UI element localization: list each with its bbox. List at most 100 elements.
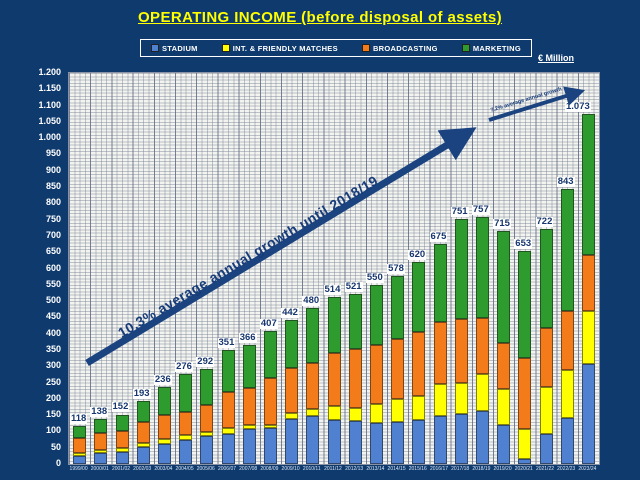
- bar-segment-broadcasting: [369, 345, 383, 404]
- y-tick-label: 0: [55, 458, 61, 468]
- stacked-bar: [391, 275, 405, 464]
- bar-segment-int-friendly-matches: [518, 429, 532, 460]
- x-tick-label: 2001/02: [111, 466, 131, 472]
- bar-segment-marketing: [475, 217, 489, 318]
- bar-segment-stadium: [242, 429, 256, 464]
- bar-segment-marketing: [391, 275, 405, 339]
- stacked-bar: [115, 414, 129, 464]
- x-tick-label: 2004/05: [175, 466, 194, 472]
- bar-segment-stadium: [115, 451, 129, 464]
- bar-segment-broadcasting: [327, 352, 341, 407]
- bar-total-label: 118: [70, 412, 88, 424]
- x-tick-label: 2009/10: [281, 466, 300, 472]
- bar-segment-int-friendly-matches: [560, 370, 574, 418]
- bar-segment-broadcasting: [157, 415, 171, 440]
- bar-segment-broadcasting: [242, 387, 256, 425]
- bar-total-label: 843: [556, 176, 575, 188]
- x-tick-label: 2008/09: [260, 466, 279, 472]
- bar-total-label: 138: [90, 406, 109, 418]
- x-tick-label: 2011/12: [324, 466, 342, 472]
- bar-segment-stadium: [497, 424, 511, 464]
- bar-segment-broadcasting: [348, 349, 362, 408]
- bar-segment-stadium: [285, 419, 299, 464]
- bar-segment-int-friendly-matches: [263, 424, 277, 428]
- bar-total-label: 653: [514, 238, 533, 250]
- y-tick-label: 200: [45, 392, 61, 403]
- stacked-bar: [518, 251, 532, 464]
- bar-segment-marketing: [454, 219, 468, 319]
- bar-segment-broadcasting: [221, 392, 235, 428]
- bar-segment-broadcasting: [539, 327, 553, 387]
- bar-segment-marketing: [348, 294, 362, 349]
- bar-segment-stadium: [369, 423, 383, 464]
- x-tick-label: 1999/00: [69, 466, 88, 472]
- bar-segment-stadium: [327, 420, 341, 464]
- bar-segment-stadium: [221, 434, 235, 464]
- bar-total-label: 757: [471, 204, 490, 216]
- bar-segment-marketing: [242, 344, 256, 388]
- bar-segment-stadium: [157, 443, 171, 464]
- y-tick-label: 1.000: [38, 132, 61, 143]
- bar-segment-stadium: [179, 439, 193, 464]
- bar-segment-stadium: [94, 452, 108, 464]
- x-tick-label: 2021/22: [535, 466, 555, 472]
- x-tick-label: 2018/19: [472, 466, 491, 472]
- bar-segment-broadcasting: [475, 317, 489, 374]
- bar-total-label: 351: [217, 336, 236, 348]
- stacked-bar: [497, 231, 511, 464]
- legend-item-int-friendly-matches: INT. & FRIENDLY MATCHES: [221, 44, 338, 53]
- y-tick-label: 350: [45, 343, 61, 354]
- bar-segment-int-friendly-matches: [433, 383, 447, 416]
- stacked-bar: [454, 219, 468, 464]
- bar-total-label: 236: [153, 374, 172, 386]
- bar-segment-marketing: [539, 228, 553, 328]
- x-tick-label: 2014/15: [387, 466, 406, 472]
- stacked-bar: [200, 368, 214, 464]
- bar-segment-marketing: [581, 114, 595, 256]
- y-tick-label: 1.100: [38, 99, 61, 110]
- x-tick-label: 2013/14: [366, 466, 385, 472]
- bar-segment-int-friendly-matches: [306, 408, 320, 416]
- bar-segment-broadcasting: [454, 318, 468, 383]
- y-tick-label: 300: [45, 360, 61, 371]
- bar-segment-int-friendly-matches: [391, 398, 405, 422]
- bar-segment-marketing: [369, 284, 383, 346]
- bar-total-label: 276: [175, 361, 193, 373]
- y-tick-label: 1.050: [38, 115, 61, 126]
- bar-segment-stadium: [518, 459, 532, 464]
- growth-annotation-main: 10,3% average annual growth until 2018/1…: [115, 172, 381, 341]
- bar-total-label: 722: [535, 215, 554, 227]
- stacked-bar: [263, 331, 277, 464]
- y-tick-label: 1.200: [38, 67, 61, 77]
- stacked-bar: [327, 296, 341, 464]
- bar-total-label: 514: [323, 283, 342, 295]
- stacked-bar: [539, 228, 553, 464]
- bar-total-label: 751: [450, 206, 469, 218]
- x-tick-label: 2000/01: [90, 466, 109, 472]
- bar-segment-broadcasting: [497, 343, 511, 390]
- bar-segment-broadcasting: [391, 338, 405, 399]
- stacked-bar: [348, 294, 362, 464]
- y-tick-label: 750: [45, 213, 61, 224]
- bar-segment-marketing: [179, 374, 193, 412]
- bar-total-label: 292: [196, 355, 215, 367]
- legend-item-broadcasting: BROADCASTING: [361, 44, 438, 53]
- stacked-bar: [285, 320, 299, 464]
- bar-segment-int-friendly-matches: [285, 412, 299, 420]
- bar-segment-int-friendly-matches: [581, 310, 595, 364]
- bar-segment-marketing: [285, 320, 299, 368]
- x-tick-label: 2023/24: [578, 466, 597, 472]
- bar-segment-broadcasting: [136, 421, 150, 444]
- bar-segment-broadcasting: [285, 367, 299, 413]
- marketing-swatch-icon: [461, 44, 470, 52]
- x-tick-label: 2012/13: [345, 466, 364, 472]
- bar-segment-broadcasting: [518, 357, 532, 430]
- x-tick-label: 2015/16: [408, 466, 427, 472]
- bar-segment-stadium: [412, 420, 426, 464]
- bar-segment-int-friendly-matches: [221, 427, 235, 435]
- bar-total-label: 407: [259, 318, 278, 330]
- growth-annotation-recent: 7,2% average annual growth: [490, 86, 563, 114]
- x-tick-label: 2010/11: [302, 466, 321, 472]
- bar-total-label: 715: [493, 218, 511, 230]
- x-tick-label: 2022/23: [557, 466, 576, 472]
